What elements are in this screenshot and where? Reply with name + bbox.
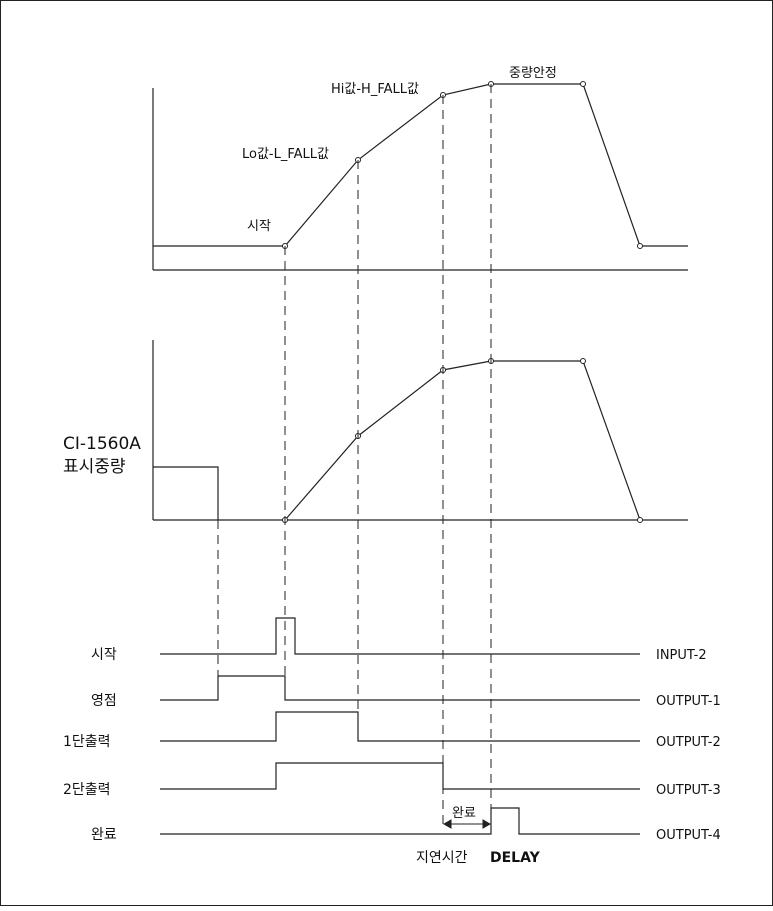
signal-name-start: 시작	[91, 647, 117, 663]
top-weight-graph	[152, 83, 688, 271]
delay-arrow	[442, 819, 492, 829]
wave-output-3	[160, 762, 640, 790]
mid-point-drop	[580, 358, 586, 364]
signal-name-complete: 완료	[91, 827, 117, 843]
delay-time-label: 지연시간	[416, 850, 468, 866]
signal-name-stage2: 2단출력	[63, 782, 111, 798]
signal-waves	[160, 617, 640, 835]
display-weight-label: 표시중량	[63, 457, 126, 477]
delay-arrow-left-head	[442, 819, 452, 829]
signal-name-stage1: 1단출력	[63, 734, 111, 750]
port-output-3: OUTPUT-3	[656, 783, 721, 798]
mid-previous-weight	[153, 466, 219, 520]
label-start: 시작	[247, 219, 271, 234]
port-output-2: OUTPUT-2	[656, 735, 721, 750]
port-input-2: INPUT-2	[656, 648, 707, 663]
delay-arrow-right-head	[482, 819, 492, 829]
top-point-drop	[580, 81, 586, 87]
display-weight-graph	[152, 340, 688, 521]
port-output-1: OUTPUT-1	[656, 694, 721, 709]
delay-en-label: DELAY	[490, 850, 541, 866]
top-point-end	[637, 243, 643, 249]
label-lo-fall: Lo값-L_FALL값	[242, 147, 329, 162]
label-weight-stable: 중량안정	[509, 66, 557, 81]
wave-input-2	[160, 617, 640, 655]
top-points	[282, 81, 643, 249]
wave-output-4	[160, 807, 640, 835]
dashed-guides	[217, 84, 492, 830]
label-hi-fall: Hi값-H_FALL값	[331, 82, 419, 97]
wave-output-2	[160, 711, 640, 742]
signal-name-zero: 영점	[91, 693, 117, 709]
model-label: CI-1560A	[63, 434, 141, 454]
wave-output-1	[160, 675, 640, 701]
top-weight-curve	[153, 83, 688, 247]
mid-weight-curve	[284, 360, 641, 521]
port-output-4: OUTPUT-4	[656, 828, 721, 843]
mid-points	[282, 358, 643, 523]
mid-point-end	[637, 517, 643, 523]
delay-complete-label: 완료	[452, 806, 476, 821]
